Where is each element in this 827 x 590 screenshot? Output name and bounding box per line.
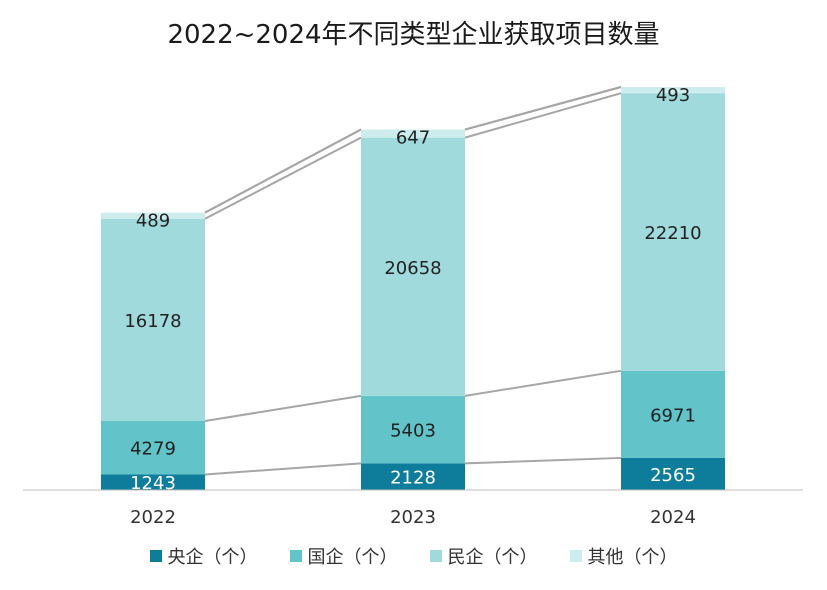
bar-segment xyxy=(361,463,465,490)
bar-segment xyxy=(101,212,205,219)
connector-line xyxy=(464,92,622,139)
legend: 央企（个） 国企（个） 民企（个） 其他（个） xyxy=(0,543,827,569)
bar-segment xyxy=(101,420,205,475)
bar-segment xyxy=(361,129,465,138)
connector-line xyxy=(464,369,622,397)
data-label: 16178 xyxy=(124,311,181,332)
bar-segment xyxy=(361,137,465,396)
data-label: 6971 xyxy=(650,405,696,426)
data-label: 493 xyxy=(656,85,690,106)
legend-swatch xyxy=(569,550,582,562)
data-label: 647 xyxy=(396,128,430,149)
legend-label: 民企（个） xyxy=(447,547,538,568)
legend-label: 央企（个） xyxy=(167,547,258,568)
bars: 1243 4279 16178 489 2128 5403 20658 647 2565 6971… xyxy=(101,85,725,494)
data-label: 20658 xyxy=(384,258,441,279)
legend-label: 其他（个） xyxy=(587,547,678,568)
legend-swatch xyxy=(289,550,302,562)
data-label: 22210 xyxy=(644,223,701,244)
data-label: 5403 xyxy=(390,421,436,442)
bar-segment xyxy=(621,87,725,94)
connector-lines xyxy=(204,86,622,476)
connector-line xyxy=(204,394,362,422)
bar-segment xyxy=(621,93,725,371)
data-label: 2565 xyxy=(650,465,696,486)
legend-label: 国企（个） xyxy=(307,547,398,568)
connector-line xyxy=(464,456,622,465)
data-label: 489 xyxy=(136,211,170,232)
legend-item-central-soe[interactable]: 央企（个） xyxy=(149,543,258,569)
connector-line xyxy=(204,136,362,220)
legend-item-local-soe[interactable]: 国企（个） xyxy=(289,543,398,569)
data-label: 4279 xyxy=(130,439,176,460)
bar-segment xyxy=(361,395,465,464)
connector-line xyxy=(464,86,622,131)
legend-item-other[interactable]: 其他（个） xyxy=(569,543,678,569)
x-tick-label: 2023 xyxy=(390,507,436,528)
x-tick-label: 2022 xyxy=(130,507,176,528)
legend-swatch xyxy=(149,550,162,562)
bar-segment xyxy=(621,457,725,490)
bar-segment xyxy=(101,218,205,421)
bar-segment xyxy=(621,370,725,458)
connector-line xyxy=(204,128,362,214)
data-label: 1243 xyxy=(130,473,176,494)
legend-item-private[interactable]: 民企（个） xyxy=(429,543,538,569)
chart-title: 2022~2024年不同类型企业获取项目数量 xyxy=(167,20,660,50)
connector-line xyxy=(204,462,362,476)
x-tick-label: 2024 xyxy=(650,507,696,528)
legend-swatch xyxy=(429,550,442,562)
data-label: 2128 xyxy=(390,468,436,489)
bar-segment xyxy=(101,474,205,490)
